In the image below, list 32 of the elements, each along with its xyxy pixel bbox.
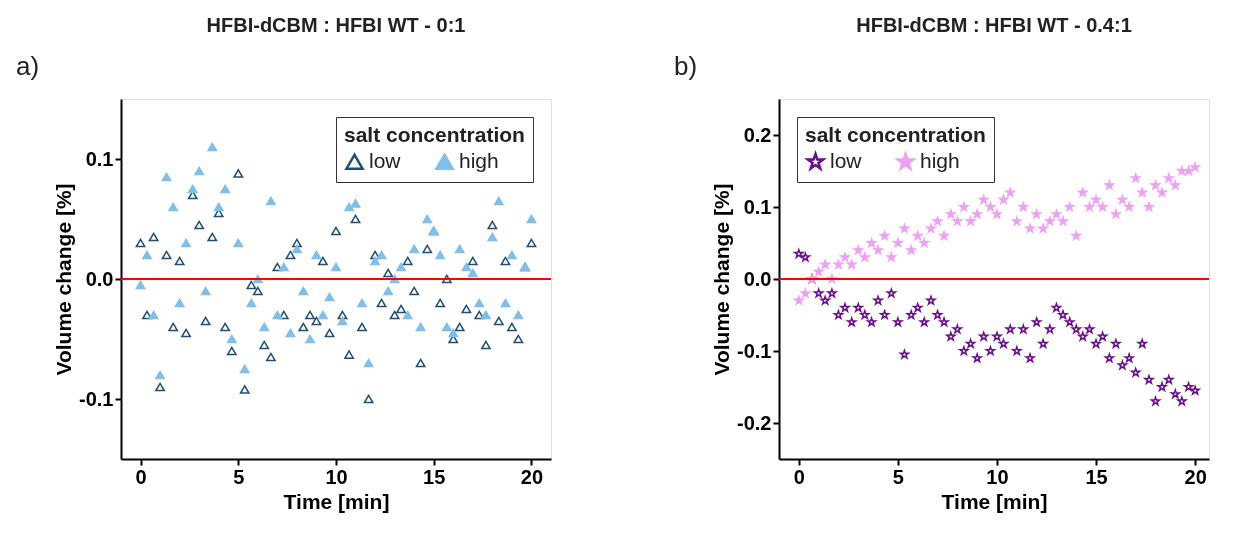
x-tick-label: 0 bbox=[793, 465, 805, 488]
x-tick-label: 5 bbox=[892, 465, 904, 488]
legend-label: low bbox=[830, 148, 863, 172]
legend-label: high bbox=[459, 148, 499, 172]
y-axis-title: Volume change [%] bbox=[52, 183, 76, 376]
x-axis-title: Time [min] bbox=[941, 489, 1048, 513]
y-tick-label: 0.0 bbox=[743, 267, 772, 290]
y-tick-label: 0.2 bbox=[743, 123, 772, 146]
text: b) bbox=[674, 51, 698, 81]
x-tick-label: 10 bbox=[986, 465, 1009, 488]
x-tick-label: 5 bbox=[233, 465, 245, 488]
x-axis-title: Time [min] bbox=[283, 489, 390, 513]
y-tick-label: 0.1 bbox=[743, 195, 772, 218]
x-tick-label: 15 bbox=[423, 465, 446, 488]
chart-title: HFBI-dCBM : HFBI WT - 0.4:1 bbox=[856, 14, 1132, 36]
y-tick-label: 0.1 bbox=[85, 147, 114, 170]
legend-label: low bbox=[369, 148, 402, 172]
legend-title: salt concentration bbox=[344, 123, 525, 146]
x-tick-label: 0 bbox=[135, 465, 147, 488]
x-tick-label: 10 bbox=[325, 465, 348, 488]
y-axis-title: Volume change [%] bbox=[710, 183, 734, 376]
y-tick-label: -0.2 bbox=[737, 411, 772, 434]
x-tick-label: 20 bbox=[520, 465, 544, 488]
chart-title: HFBI-dCBM : HFBI WT - 0:1 bbox=[206, 14, 466, 36]
y-tick-label: 0.0 bbox=[85, 267, 114, 290]
x-tick-label: 20 bbox=[1184, 465, 1207, 488]
y-tick-label: -0.1 bbox=[79, 387, 114, 410]
legend-title: salt concentration bbox=[805, 123, 986, 146]
text: a) bbox=[16, 51, 40, 81]
x-tick-label: 15 bbox=[1085, 465, 1108, 488]
y-tick-label: -0.1 bbox=[737, 339, 772, 362]
legend-label: high bbox=[920, 148, 960, 172]
